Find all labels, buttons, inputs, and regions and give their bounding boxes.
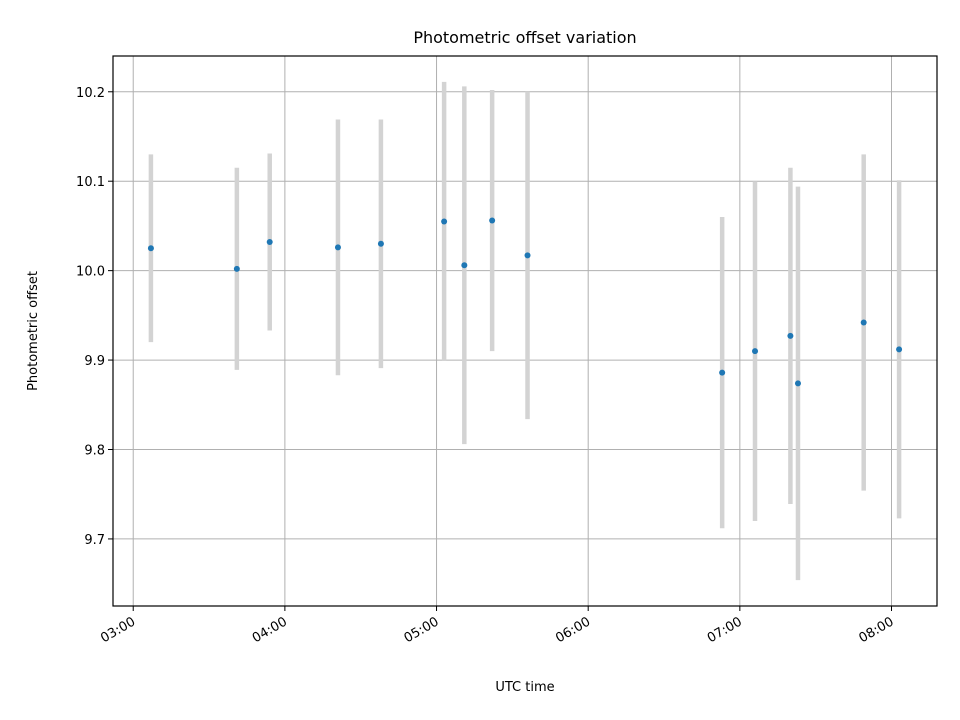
y-tick-label: 10.0 [76,265,105,280]
y-axis-label: Photometric offset [26,271,41,391]
y-axis-ticks: 9.7 9.8 9.9 10.0 10.1 10.2 [76,86,113,548]
data-point [147,245,154,252]
data-points [147,217,903,387]
data-point [461,262,468,269]
x-axis-label: UTC time [495,680,554,695]
chart-title: Photometric offset variation [413,28,636,47]
data-point [719,369,726,376]
data-point [377,240,384,247]
data-point [524,252,531,259]
plot-frame [112,55,938,607]
y-tick-label: 10.2 [76,86,105,101]
data-point [266,239,273,246]
data-point [787,332,794,339]
data-point [441,218,448,225]
data-point [794,380,801,387]
y-tick-label: 10.1 [76,175,105,190]
data-point [752,348,759,355]
data-point [334,244,341,251]
data-point [860,319,867,326]
data-point [896,346,903,353]
data-point [489,217,496,224]
y-tick-label: 9.8 [84,443,105,458]
data-point [233,265,240,272]
y-tick-label: 9.9 [84,354,105,369]
y-tick-label: 9.7 [84,533,105,548]
